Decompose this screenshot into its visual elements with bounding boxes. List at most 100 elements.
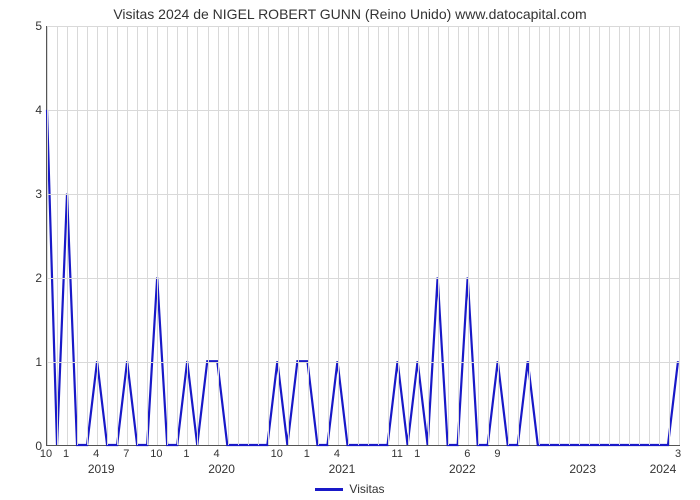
- grid-v: [498, 26, 499, 445]
- grid-v: [529, 26, 530, 445]
- grid-v: [438, 26, 439, 445]
- grid-v: [559, 26, 560, 445]
- grid-v: [478, 26, 479, 445]
- series-line: [47, 26, 680, 445]
- grid-v: [298, 26, 299, 445]
- grid-h: [47, 26, 680, 27]
- y-tick-label: 1: [8, 355, 42, 369]
- legend-label: Visitas: [349, 482, 384, 496]
- y-tick-label: 4: [8, 103, 42, 117]
- grid-v: [368, 26, 369, 445]
- grid-v: [167, 26, 168, 445]
- grid-v: [669, 26, 670, 445]
- grid-v: [659, 26, 660, 445]
- grid-v: [248, 26, 249, 445]
- x-year-label: 2019: [88, 462, 115, 476]
- grid-v: [609, 26, 610, 445]
- grid-v: [107, 26, 108, 445]
- grid-v: [468, 26, 469, 445]
- x-year-label: 2024: [650, 462, 677, 476]
- grid-v: [619, 26, 620, 445]
- grid-v: [328, 26, 329, 445]
- grid-h: [47, 278, 680, 279]
- x-tick-label: 10: [40, 448, 52, 460]
- grid-v: [318, 26, 319, 445]
- grid-v: [428, 26, 429, 445]
- grid-v: [679, 26, 680, 445]
- grid-v: [398, 26, 399, 445]
- x-year-label: 2021: [329, 462, 356, 476]
- x-year-label: 2020: [208, 462, 235, 476]
- plot-area: [46, 26, 680, 446]
- grid-v: [358, 26, 359, 445]
- grid-v: [47, 26, 48, 445]
- grid-v: [549, 26, 550, 445]
- grid-v: [649, 26, 650, 445]
- grid-v: [218, 26, 219, 445]
- y-tick-label: 3: [8, 187, 42, 201]
- grid-v: [448, 26, 449, 445]
- chart-container: Visitas 2024 de NIGEL ROBERT GUNN (Reino…: [0, 0, 700, 500]
- grid-v: [268, 26, 269, 445]
- grid-v: [308, 26, 309, 445]
- grid-v: [569, 26, 570, 445]
- x-tick-label: 1: [63, 448, 69, 460]
- grid-v: [197, 26, 198, 445]
- y-tick-label: 5: [8, 19, 42, 33]
- grid-h: [47, 362, 680, 363]
- grid-v: [137, 26, 138, 445]
- grid-v: [589, 26, 590, 445]
- x-tick-label: 1: [414, 448, 420, 460]
- grid-v: [117, 26, 118, 445]
- x-tick-label: 1: [304, 448, 310, 460]
- grid-v: [599, 26, 600, 445]
- grid-v: [488, 26, 489, 445]
- grid-v: [288, 26, 289, 445]
- grid-v: [458, 26, 459, 445]
- grid-v: [187, 26, 188, 445]
- grid-v: [539, 26, 540, 445]
- grid-v: [157, 26, 158, 445]
- grid-v: [177, 26, 178, 445]
- grid-v: [127, 26, 128, 445]
- legend-swatch: [315, 488, 343, 491]
- grid-v: [579, 26, 580, 445]
- grid-v: [87, 26, 88, 445]
- x-tick-label: 3: [675, 448, 681, 460]
- grid-v: [228, 26, 229, 445]
- legend: Visitas: [0, 482, 700, 496]
- grid-v: [348, 26, 349, 445]
- x-tick-label: 4: [213, 448, 219, 460]
- x-tick-label: 4: [334, 448, 340, 460]
- grid-v: [629, 26, 630, 445]
- grid-v: [208, 26, 209, 445]
- x-tick-label: 11: [391, 448, 402, 460]
- grid-v: [508, 26, 509, 445]
- grid-h: [47, 110, 680, 111]
- x-tick-label: 10: [150, 448, 162, 460]
- grid-v: [639, 26, 640, 445]
- grid-v: [518, 26, 519, 445]
- x-year-label: 2023: [569, 462, 596, 476]
- grid-v: [77, 26, 78, 445]
- grid-v: [67, 26, 68, 445]
- grid-v: [97, 26, 98, 445]
- grid-v: [147, 26, 148, 445]
- x-tick-label: 6: [464, 448, 470, 460]
- x-tick-label: 4: [93, 448, 99, 460]
- grid-v: [388, 26, 389, 445]
- y-tick-label: 2: [8, 271, 42, 285]
- grid-v: [338, 26, 339, 445]
- grid-h: [47, 194, 680, 195]
- grid-v: [258, 26, 259, 445]
- grid-v: [418, 26, 419, 445]
- x-tick-label: 1: [183, 448, 189, 460]
- y-tick-label: 0: [8, 439, 42, 453]
- x-year-label: 2022: [449, 462, 476, 476]
- grid-v: [238, 26, 239, 445]
- grid-v: [378, 26, 379, 445]
- x-tick-label: 9: [494, 448, 500, 460]
- x-tick-label: 7: [123, 448, 129, 460]
- grid-v: [278, 26, 279, 445]
- x-tick-label: 10: [271, 448, 283, 460]
